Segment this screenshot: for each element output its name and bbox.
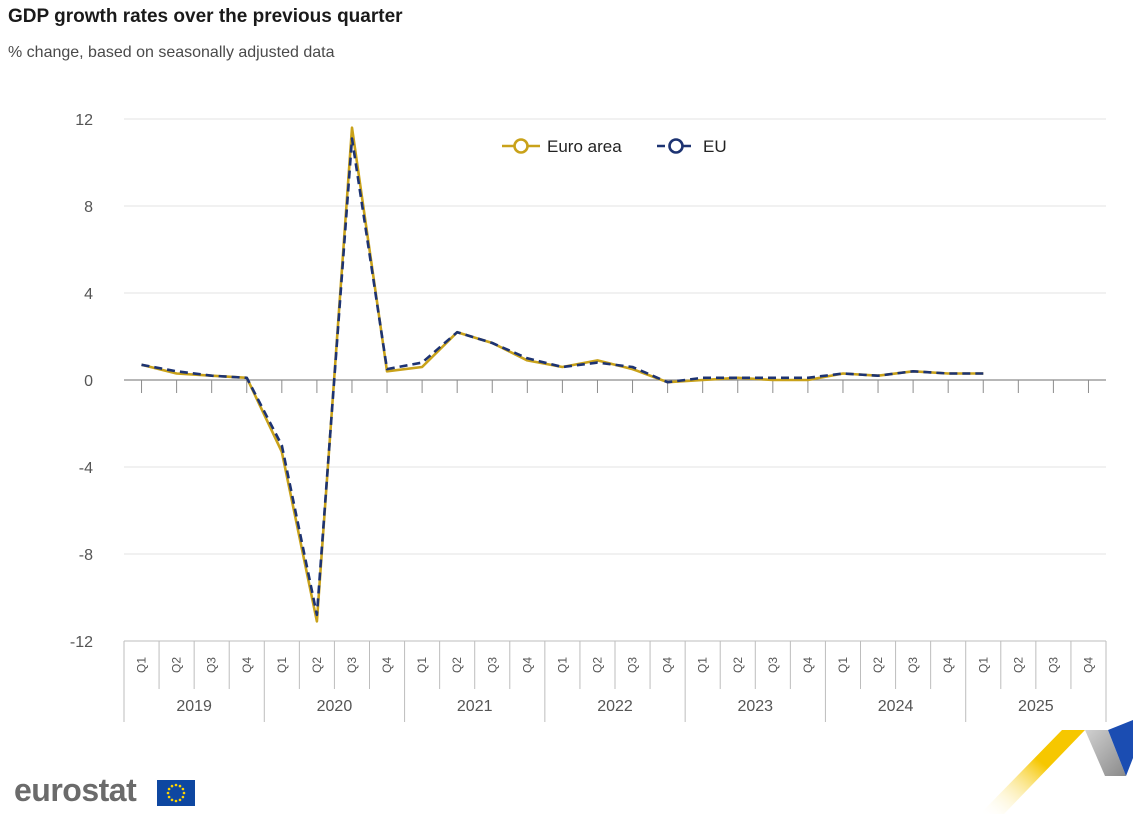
x-quarter-label: Q3 xyxy=(906,657,920,673)
y-tick-label: 12 xyxy=(75,112,93,129)
x-quarter-label: Q4 xyxy=(801,657,815,673)
x-quarter-label: Q3 xyxy=(626,657,640,673)
x-quarter-label: Q2 xyxy=(310,657,324,673)
y-tick-label: 0 xyxy=(84,373,93,390)
x-quarter-label: Q2 xyxy=(871,657,885,673)
chart-subtitle: % change, based on seasonally adjusted d… xyxy=(8,44,335,61)
x-quarter-label: Q2 xyxy=(1011,657,1025,673)
x-quarter-label: Q3 xyxy=(485,657,499,673)
x-quarter-label: Q4 xyxy=(380,657,394,673)
corner-decoration-icon xyxy=(980,720,1133,814)
x-quarter-label: Q2 xyxy=(731,657,745,673)
x-year-label: 2020 xyxy=(317,698,353,715)
y-tick-label: 4 xyxy=(84,286,93,303)
x-quarter-label: Q1 xyxy=(836,657,850,673)
x-year-label: 2023 xyxy=(737,698,773,715)
x-quarter-label: Q3 xyxy=(1046,657,1060,673)
x-quarter-label: Q4 xyxy=(520,657,534,673)
x-quarter-label: Q4 xyxy=(941,657,955,673)
x-quarter-label: Q3 xyxy=(345,657,359,673)
x-quarter-label: Q3 xyxy=(766,657,780,673)
x-quarter-label: Q4 xyxy=(240,657,254,673)
x-year-label: 2024 xyxy=(878,698,914,715)
x-year-label: 2019 xyxy=(176,698,212,715)
x-year-label: 2022 xyxy=(597,698,633,715)
chart-title: GDP growth rates over the previous quart… xyxy=(8,6,403,27)
x-quarter-label: Q4 xyxy=(661,657,675,673)
x-quarter-label: Q1 xyxy=(696,657,710,673)
x-year-label: 2021 xyxy=(457,698,493,715)
legend-marker-euro-area xyxy=(513,138,529,154)
x-quarter-label: Q1 xyxy=(415,657,429,673)
series-line-eu xyxy=(141,137,984,617)
x-quarter-label: Q3 xyxy=(205,657,219,673)
x-year-label: 2025 xyxy=(1018,698,1054,715)
series-line-euro-area xyxy=(141,126,984,623)
y-tick-label: 8 xyxy=(84,199,93,216)
y-tick-label: -8 xyxy=(79,547,93,564)
eu-flag-icon xyxy=(157,780,195,806)
x-quarter-label: Q2 xyxy=(170,657,184,673)
y-tick-label: -4 xyxy=(79,460,93,477)
legend-marker-eu xyxy=(668,138,684,154)
x-quarter-label: Q2 xyxy=(450,657,464,673)
legend-label-eu: EU xyxy=(703,137,727,156)
eurostat-logo: eurostat xyxy=(14,772,137,808)
y-tick-label: -12 xyxy=(70,634,93,651)
legend-label-euro-area: Euro area xyxy=(547,137,622,156)
x-quarter-label: Q1 xyxy=(555,657,569,673)
x-quarter-label: Q4 xyxy=(1081,657,1095,673)
x-quarter-label: Q1 xyxy=(976,657,990,673)
x-quarter-label: Q1 xyxy=(275,657,289,673)
x-quarter-label: Q2 xyxy=(590,657,604,673)
x-quarter-label: Q1 xyxy=(135,657,149,673)
